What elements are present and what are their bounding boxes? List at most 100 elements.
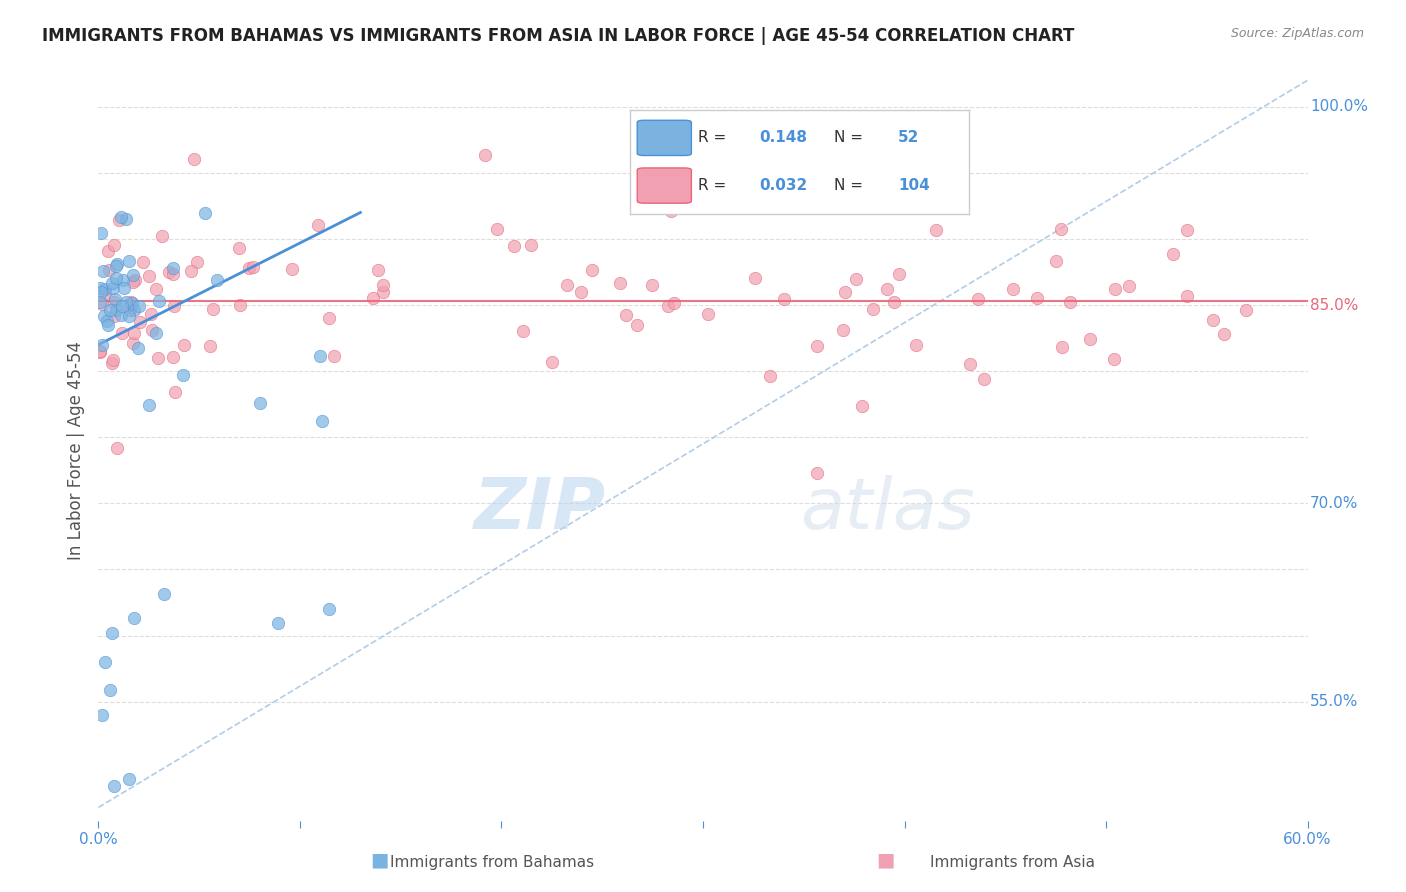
Point [101, 356, 124, 370]
Point [883, 295, 905, 310]
Point [1102, 352, 1125, 367]
Point [141, 307, 163, 321]
Text: 70.0%: 70.0% [1310, 496, 1358, 511]
Point [361, 291, 384, 305]
Point [862, 302, 884, 317]
Point [103, 779, 125, 793]
Point [110, 210, 132, 224]
Point [887, 267, 910, 281]
Point [124, 273, 146, 287]
Point [104, 293, 127, 307]
Point [659, 204, 682, 219]
Point [101, 281, 124, 295]
Point [94, 656, 117, 670]
Point [128, 299, 150, 313]
Point [697, 307, 720, 321]
Point [145, 326, 167, 340]
Point [111, 326, 134, 341]
Point [1175, 289, 1198, 303]
Point [371, 285, 394, 299]
Point [657, 299, 679, 313]
Point [772, 292, 794, 306]
Point [115, 212, 138, 227]
Point [146, 351, 169, 366]
Point [103, 238, 125, 252]
Point [91, 263, 114, 277]
Point [266, 615, 288, 630]
Point [103, 352, 125, 367]
Point [1118, 279, 1140, 293]
Point [104, 259, 127, 273]
Point [124, 326, 146, 340]
Point [918, 176, 941, 190]
Point [122, 268, 145, 282]
Point [744, 271, 766, 285]
Point [107, 213, 129, 227]
Point [138, 398, 160, 412]
Point [1104, 282, 1126, 296]
Point [98, 263, 121, 277]
Point [520, 238, 543, 252]
Point [503, 239, 526, 253]
Point [183, 152, 205, 166]
Point [205, 273, 228, 287]
Point [1234, 302, 1257, 317]
Point [118, 254, 141, 268]
Point [105, 442, 128, 456]
Point [641, 277, 664, 292]
Point [145, 282, 167, 296]
Point [851, 400, 873, 414]
Text: ■: ■ [370, 851, 389, 870]
Point [1212, 327, 1234, 342]
Point [111, 299, 134, 313]
Point [165, 385, 187, 400]
Point [162, 351, 184, 365]
Point [89, 345, 111, 359]
Point [118, 303, 141, 318]
Point [150, 228, 173, 243]
Text: 55.0%: 55.0% [1310, 694, 1358, 709]
Point [90, 296, 112, 310]
Point [89, 343, 111, 358]
Point [581, 263, 603, 277]
Point [90, 226, 112, 240]
Point [121, 296, 143, 310]
Point [474, 147, 496, 161]
Point [832, 323, 855, 337]
Text: ZIP: ZIP [474, 475, 606, 544]
Point [569, 285, 592, 299]
Point [311, 414, 333, 428]
Point [318, 310, 340, 325]
Point [93, 285, 115, 300]
Point [904, 338, 927, 352]
Point [118, 309, 141, 323]
Point [104, 303, 127, 318]
Point [103, 309, 125, 323]
Point [127, 341, 149, 355]
Point [200, 339, 222, 353]
Point [806, 466, 828, 480]
Point [101, 276, 124, 290]
Point [100, 625, 122, 640]
Point [845, 272, 868, 286]
Text: 100.0%: 100.0% [1310, 99, 1368, 114]
Text: ■: ■ [876, 851, 896, 870]
Point [173, 338, 195, 352]
Point [122, 275, 145, 289]
Point [318, 601, 340, 615]
Text: Immigrants from Bahamas: Immigrants from Bahamas [389, 855, 595, 870]
Point [1078, 332, 1101, 346]
Point [541, 355, 564, 369]
Point [118, 772, 141, 786]
Point [93, 310, 115, 324]
Point [138, 268, 160, 283]
Point [98, 682, 121, 697]
Point [238, 260, 260, 275]
Point [98, 303, 121, 318]
Point [162, 261, 184, 276]
Point [96, 314, 118, 328]
Point [172, 368, 194, 382]
Point [111, 273, 134, 287]
Point [90, 285, 112, 299]
Point [322, 350, 344, 364]
